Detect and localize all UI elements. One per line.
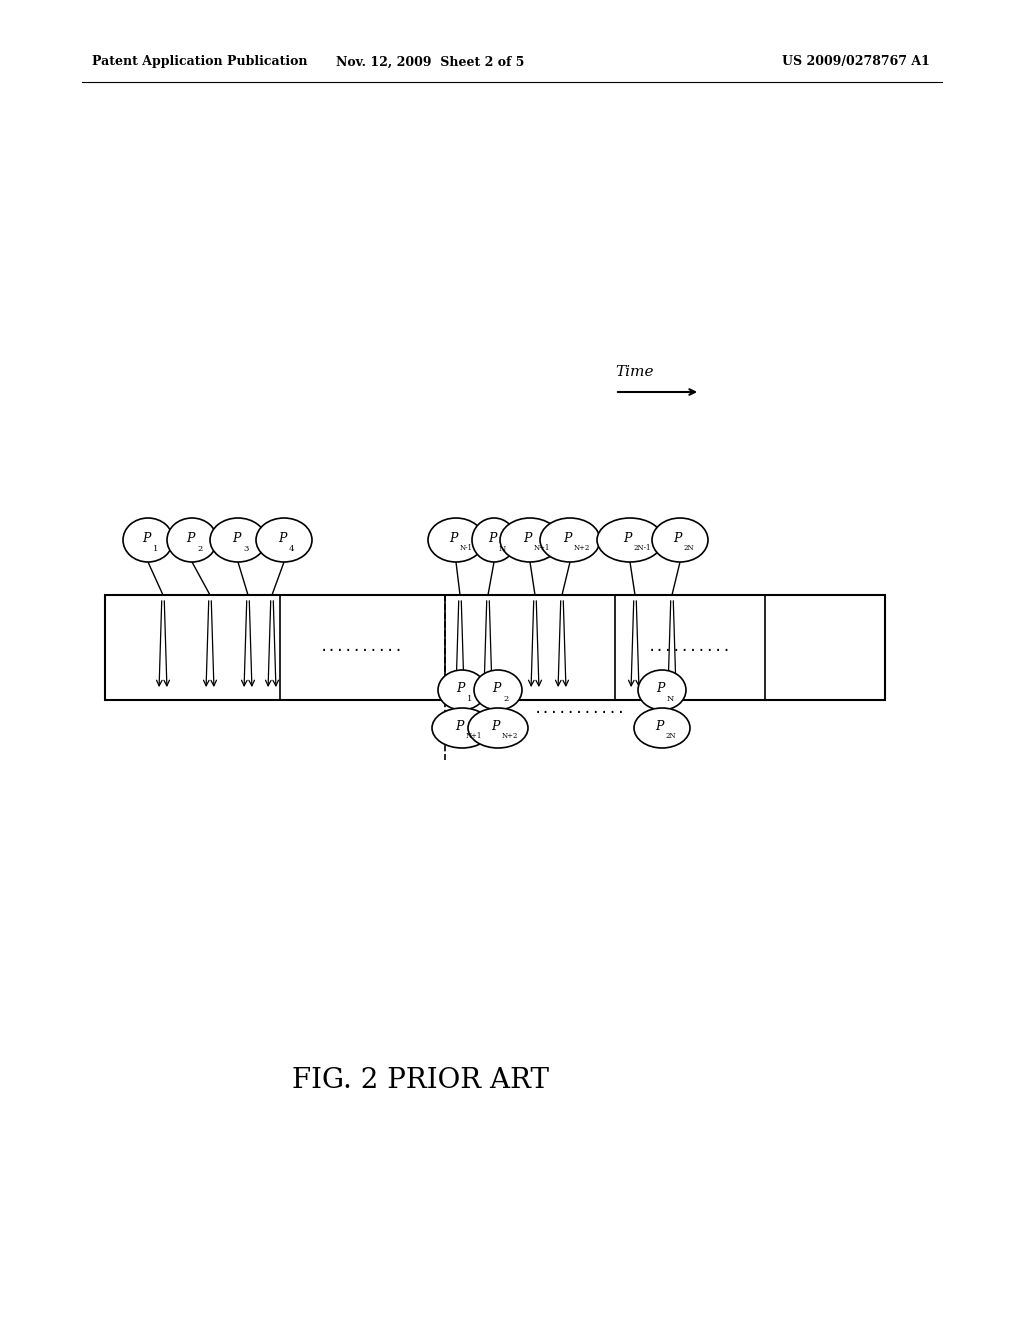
Bar	[105, 595, 885, 700]
Text: 4: 4	[289, 545, 295, 553]
Text: N: N	[667, 696, 675, 704]
Text: ..........: ..........	[321, 640, 403, 653]
Ellipse shape	[474, 671, 522, 710]
Text: 2N: 2N	[684, 544, 694, 552]
Text: Nov. 12, 2009  Sheet 2 of 5: Nov. 12, 2009 Sheet 2 of 5	[336, 55, 524, 69]
Text: P: P	[231, 532, 241, 545]
Text: P: P	[654, 721, 664, 734]
Ellipse shape	[428, 517, 484, 562]
Text: 2N-1: 2N-1	[634, 544, 651, 552]
Ellipse shape	[634, 708, 690, 748]
Text: ..........: ..........	[648, 640, 732, 653]
Ellipse shape	[468, 708, 528, 748]
Text: Time: Time	[615, 366, 653, 379]
Text: P: P	[185, 532, 195, 545]
Ellipse shape	[210, 517, 266, 562]
Ellipse shape	[597, 517, 663, 562]
Ellipse shape	[123, 517, 173, 562]
Text: 2: 2	[197, 545, 203, 553]
Text: P: P	[623, 532, 631, 545]
Text: P: P	[673, 532, 681, 545]
Text: 1: 1	[467, 696, 472, 704]
Text: P: P	[141, 532, 151, 545]
Text: N: N	[499, 545, 507, 553]
Text: N+2: N+2	[574, 544, 591, 552]
Text: P: P	[523, 532, 531, 545]
Text: P: P	[492, 682, 500, 696]
Ellipse shape	[638, 671, 686, 710]
Text: P: P	[455, 721, 463, 734]
Ellipse shape	[500, 517, 560, 562]
Text: P: P	[490, 721, 499, 734]
Text: P: P	[278, 532, 286, 545]
Text: FIG. 2 PRIOR ART: FIG. 2 PRIOR ART	[292, 1067, 549, 1093]
Text: P: P	[563, 532, 571, 545]
Text: P: P	[487, 532, 497, 545]
Ellipse shape	[432, 708, 492, 748]
Text: 2N: 2N	[666, 733, 677, 741]
Text: N-1: N-1	[460, 544, 473, 552]
Ellipse shape	[167, 517, 217, 562]
Text: N+1: N+1	[466, 733, 482, 741]
Ellipse shape	[472, 517, 516, 562]
Ellipse shape	[438, 671, 486, 710]
Text: P: P	[655, 682, 665, 696]
Ellipse shape	[652, 517, 708, 562]
Text: P: P	[449, 532, 457, 545]
Ellipse shape	[540, 517, 600, 562]
Text: US 2009/0278767 A1: US 2009/0278767 A1	[782, 55, 930, 69]
Text: ...........: ...........	[534, 702, 626, 715]
Text: N+2: N+2	[502, 733, 518, 741]
Ellipse shape	[256, 517, 312, 562]
Text: 3: 3	[243, 545, 249, 553]
Text: P: P	[456, 682, 464, 696]
Text: Patent Application Publication: Patent Application Publication	[92, 55, 307, 69]
Text: 1: 1	[153, 545, 159, 553]
Text: 2: 2	[503, 696, 508, 704]
Text: N+1: N+1	[534, 544, 550, 552]
